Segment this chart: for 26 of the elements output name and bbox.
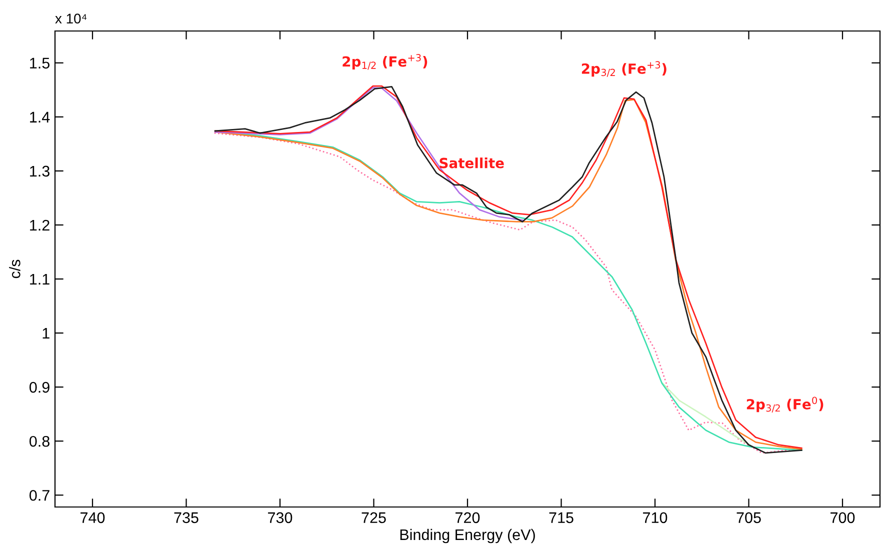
y-tick-label: 1.1	[30, 274, 50, 285]
y-tick-label: 0.7	[30, 490, 50, 501]
x-axis-title: Binding Energy (eV)	[400, 528, 535, 544]
x-tick-label: 710	[643, 512, 668, 524]
y-tick-label: 1.2	[30, 220, 50, 230]
annotation: 2p$_{3/2}$ (Fe$^{0}$)	[746, 396, 824, 412]
y-tick-label: 1.4	[30, 112, 50, 122]
x-tick-label: 720	[456, 512, 480, 524]
y-tick-label: 1.3	[30, 166, 50, 177]
y-tick-label: 1.5	[30, 58, 50, 69]
x-tick-label: 735	[174, 512, 198, 524]
y-axis-title: c/s	[9, 260, 20, 278]
x-tick-label: 715	[549, 512, 574, 524]
annotation: 2p$_{1/2}$ (Fe$^{+3}$)	[342, 54, 428, 70]
x-tick-label: 705	[736, 512, 761, 524]
y-tick-label: 1	[42, 328, 50, 339]
x-tick-label: 740	[80, 512, 105, 524]
x-tick-label: 725	[362, 512, 386, 524]
text: x 10⁴	[55, 14, 87, 24]
line-series	[214, 87, 524, 221]
x-tick-label: 700	[830, 512, 855, 524]
annotation: 2p$_{3/2}$ (Fe$^{+3}$)	[582, 61, 666, 77]
y-tick-label: 0.9	[30, 382, 50, 393]
x-tick-label: 730	[268, 512, 292, 524]
y-tick-label: 0.8	[30, 436, 50, 447]
annotation: Satellite	[440, 158, 504, 168]
